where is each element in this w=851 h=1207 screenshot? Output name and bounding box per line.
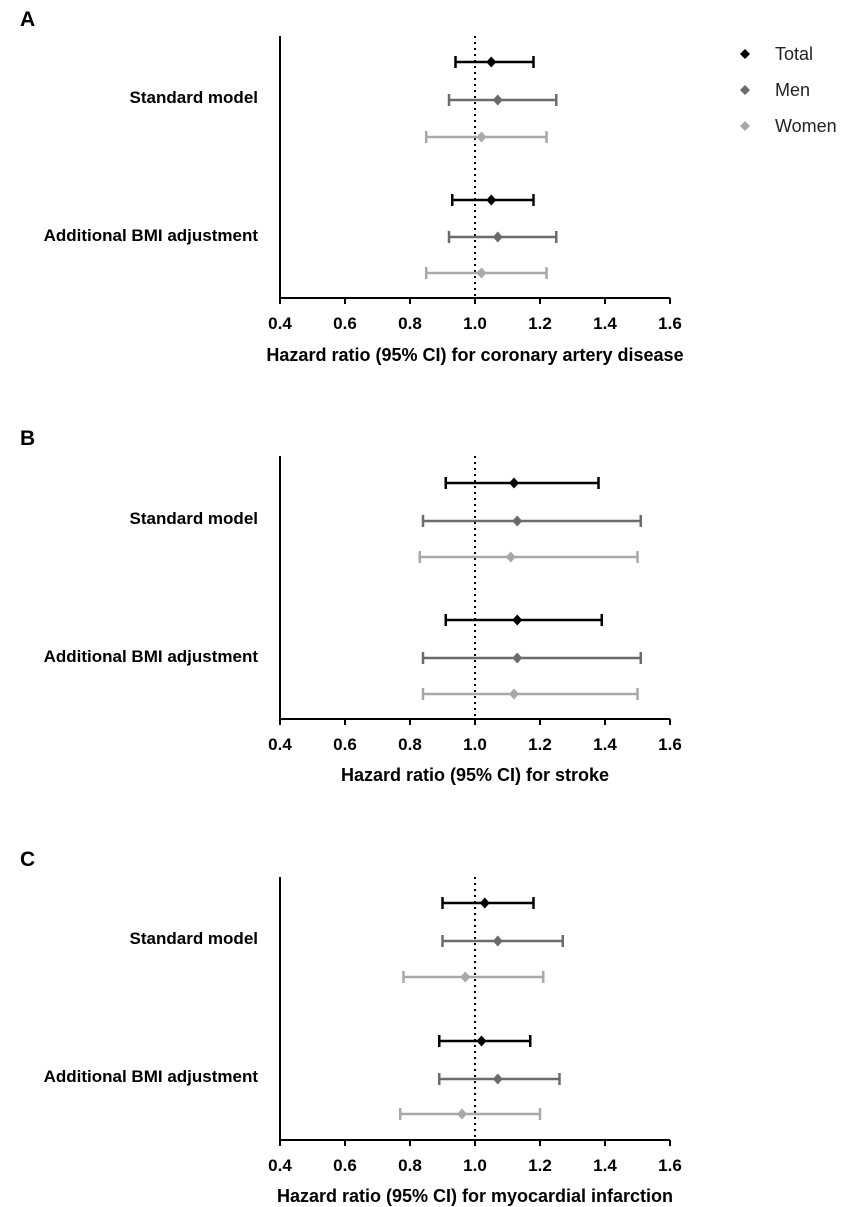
panel-label: B [20, 427, 35, 450]
estimate-men [421, 652, 642, 664]
legend-marker [740, 85, 750, 95]
hr-point [486, 194, 497, 206]
x-tick-label: 1.6 [658, 1156, 682, 1175]
hr-point [476, 1035, 487, 1047]
x-tick-label: 1.4 [593, 314, 617, 333]
estimate-men [441, 935, 564, 947]
hr-point [505, 551, 516, 563]
estimate-women [421, 688, 639, 700]
x-tick-label: 0.4 [268, 314, 292, 333]
panel-b: B 0.4 0.6 0.8 1.0 1.2 1.4 1.6 Hazard ratio (95% … [20, 427, 682, 785]
hr-point [512, 614, 523, 626]
legend-label: Men [775, 80, 810, 100]
panels: A 0.4 0.6 0.8 1.0 1.2 1.4 1.6 Hazard ratio (95% … [20, 8, 684, 1206]
legend-label: Total [775, 44, 813, 64]
hr-point [509, 477, 519, 489]
estimate-women [418, 551, 639, 563]
panel-a: A 0.4 0.6 0.8 1.0 1.2 1.4 1.6 Hazard ratio (95% … [20, 8, 684, 365]
legend-label: Women [775, 116, 837, 136]
hr-point [476, 267, 487, 279]
estimate-total [438, 1035, 532, 1047]
x-tick-label: 1.2 [528, 314, 552, 333]
panel-label: C [20, 848, 35, 871]
legend-item-women: Women [740, 116, 837, 136]
group-label: Additional BMI adjustment [44, 1067, 259, 1086]
x-tick-label: 1.2 [528, 735, 552, 754]
estimate-men [421, 515, 642, 527]
hr-point [512, 652, 523, 664]
x-tick-label: 1.6 [658, 735, 682, 754]
group-label: Additional BMI adjustment [44, 647, 259, 666]
hr-point [476, 131, 487, 143]
estimate-women [425, 267, 548, 279]
x-tick-label: 0.4 [268, 1156, 292, 1175]
x-tick-label: 1.2 [528, 1156, 552, 1175]
estimate-men [447, 94, 558, 106]
group-label: Standard model [130, 88, 258, 107]
panel-label: A [20, 8, 35, 31]
legend-marker [740, 121, 750, 131]
x-tick-label: 1.4 [593, 1156, 617, 1175]
legend-item-total: Total [740, 44, 813, 64]
hr-point [486, 56, 497, 68]
estimate-women [402, 971, 545, 983]
x-axis-title: Hazard ratio (95% CI) for coronary arter… [266, 345, 683, 365]
x-tick-label: 0.8 [398, 1156, 422, 1175]
x-axis-title: Hazard ratio (95% CI) for myocardial inf… [277, 1186, 673, 1206]
x-tick-label: 1.0 [463, 1156, 487, 1175]
estimate-total [451, 194, 535, 206]
hr-point [492, 1073, 503, 1085]
estimate-total [444, 614, 603, 626]
x-axis-title: Hazard ratio (95% CI) for stroke [341, 765, 609, 785]
x-tick-label: 0.6 [333, 314, 357, 333]
x-tick-label: 1.0 [463, 735, 487, 754]
group-label: Standard model [130, 509, 258, 528]
legend-item-men: Men [740, 80, 810, 100]
hr-point [492, 935, 503, 947]
x-tick-label: 0.8 [398, 735, 422, 754]
hr-point [457, 1108, 467, 1120]
estimate-total [441, 897, 535, 909]
hr-point [492, 231, 503, 243]
hr-point [492, 94, 503, 106]
hr-point [509, 688, 519, 700]
x-tick-label: 1.0 [463, 314, 487, 333]
estimate-men [447, 231, 558, 243]
estimate-women [425, 131, 548, 143]
estimate-men [438, 1073, 561, 1085]
x-tick-label: 0.4 [268, 735, 292, 754]
estimate-women [399, 1108, 542, 1120]
hr-point [479, 897, 490, 909]
x-tick-label: 0.6 [333, 1156, 357, 1175]
hr-point [460, 971, 471, 983]
group-label: Standard model [130, 929, 258, 948]
x-tick-label: 1.4 [593, 735, 617, 754]
x-tick-label: 0.8 [398, 314, 422, 333]
legend: Total Men Women [740, 44, 837, 136]
panel-c: C 0.4 0.6 0.8 1.0 1.2 1.4 1.6 Hazard ratio (95% … [20, 848, 682, 1206]
legend-marker [740, 49, 750, 59]
estimate-total [444, 477, 600, 489]
x-tick-label: 0.6 [333, 735, 357, 754]
x-tick-label: 1.6 [658, 314, 682, 333]
group-label: Additional BMI adjustment [44, 226, 259, 245]
hr-point [512, 515, 523, 527]
estimate-total [454, 56, 535, 68]
